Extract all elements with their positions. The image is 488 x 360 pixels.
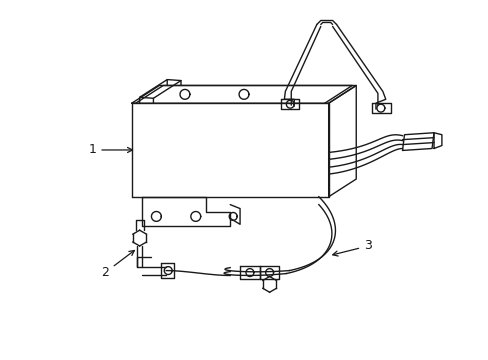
Text: 3: 3	[332, 239, 371, 256]
Text: 2: 2	[101, 251, 134, 279]
Text: 1: 1	[88, 144, 132, 157]
